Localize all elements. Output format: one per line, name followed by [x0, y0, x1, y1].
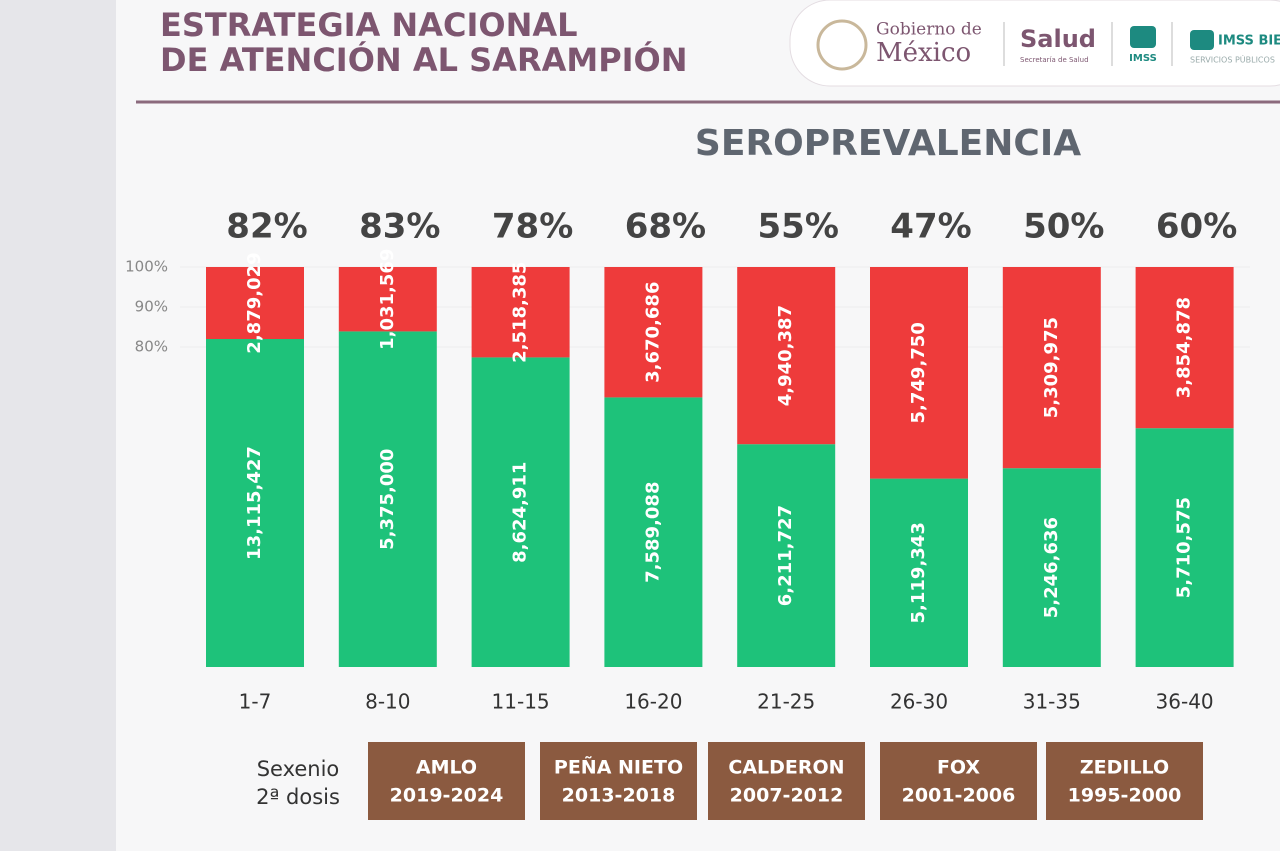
period-years: 2019-2024	[390, 785, 504, 807]
value-label: 7,589,088	[642, 482, 663, 583]
period-box	[540, 742, 697, 820]
value-label: 5,309,975	[1041, 317, 1062, 418]
value-label: 5,710,575	[1174, 497, 1195, 598]
period-name: ZEDILLO	[1080, 757, 1169, 779]
bar-segment	[206, 267, 304, 340]
value-label: 1,031,569	[377, 249, 398, 350]
x-tick-label: 21-25	[757, 690, 815, 714]
value-label: 8,624,911	[510, 462, 531, 563]
value-label: 13,115,427	[244, 446, 265, 560]
period-years: 1995-2000	[1068, 785, 1182, 807]
chart-title: SEROPREVALENCIA	[695, 123, 1081, 164]
value-label: 5,375,000	[377, 449, 398, 550]
bar-segment	[1135, 267, 1234, 429]
x-tick-label: 11-15	[492, 690, 550, 714]
value-label: 2,518,385	[510, 262, 531, 363]
x-tick-label: 26-30	[890, 690, 948, 714]
bar-segment	[1135, 428, 1234, 667]
bar-segment	[737, 444, 836, 667]
period-box	[880, 742, 1037, 820]
period-box	[708, 742, 865, 820]
bar-segment	[471, 267, 570, 358]
x-tick-label: 36-40	[1156, 690, 1214, 714]
x-tick-label: 31-35	[1023, 690, 1081, 714]
logo-text: Salud	[1020, 25, 1096, 53]
period-years: 2007-2012	[730, 785, 844, 807]
y-tick-label: 80%	[135, 338, 168, 356]
row-label: 2ª dosis	[256, 785, 340, 809]
value-label: 5,749,750	[908, 322, 929, 423]
coverage-label: 47%	[890, 207, 971, 247]
period-name: FOX	[937, 757, 980, 779]
bar-segment	[604, 397, 703, 667]
value-label: 2,879,029	[244, 252, 265, 353]
period-box	[368, 742, 525, 820]
bar-segment	[338, 331, 437, 667]
y-tick-label: 90%	[135, 298, 168, 316]
period-years: 2013-2018	[562, 785, 676, 807]
bar-segment	[737, 267, 836, 445]
bar-segment	[870, 478, 968, 667]
period-box	[1046, 742, 1203, 820]
bar-segment	[604, 267, 703, 398]
side-strip	[0, 0, 116, 851]
value-label: 5,246,636	[1041, 517, 1062, 618]
period-name: PEÑA NIETO	[554, 755, 683, 779]
logo-text: Secretaría de Salud	[1020, 56, 1089, 64]
imss-icon	[1130, 26, 1156, 48]
x-tick-label: 16-20	[624, 690, 682, 714]
coverage-label: 83%	[359, 207, 440, 247]
logo-text: SERVICIOS PÚBLICOS	[1190, 54, 1275, 65]
logo-pill	[789, 0, 1280, 87]
title-line: ESTRATEGIA NACIONAL	[160, 6, 578, 44]
coverage-label: 55%	[758, 207, 839, 247]
logo-text: Gobierno de	[876, 20, 982, 40]
bar-segment	[1002, 267, 1101, 469]
y-tick-label: 100%	[125, 258, 168, 276]
coverage-label: 82%	[226, 207, 307, 247]
x-tick-label: 1-7	[239, 690, 272, 714]
bar-segment	[1002, 468, 1101, 667]
seal	[816, 19, 868, 71]
coverage-label: 50%	[1023, 207, 1104, 247]
bar-segment	[471, 357, 570, 667]
coverage-label: 60%	[1156, 207, 1237, 247]
title-line: DE ATENCIÓN AL SARAMPIÓN	[160, 40, 688, 79]
bar-segment	[206, 339, 304, 667]
logo-text: México	[876, 38, 971, 68]
period-name: AMLO	[416, 757, 477, 779]
period-years: 2001-2006	[902, 785, 1016, 807]
imss-icon	[1190, 30, 1214, 50]
logo-text: IMSS BIEN	[1218, 34, 1280, 49]
value-label: 5,119,343	[908, 522, 929, 623]
value-label: 3,854,878	[1174, 297, 1195, 398]
bar-segment	[338, 267, 437, 332]
value-label: 3,670,686	[642, 282, 663, 383]
value-label: 4,940,387	[775, 305, 796, 406]
value-label: 6,211,727	[775, 505, 796, 606]
period-name: CALDERON	[728, 757, 844, 779]
logo-text: IMSS	[1129, 53, 1157, 64]
x-tick-label: 8-10	[365, 690, 410, 714]
coverage-label: 78%	[492, 207, 573, 247]
bar-segment	[870, 267, 968, 479]
row-label: Sexenio	[257, 757, 340, 781]
coverage-label: 68%	[625, 207, 706, 247]
